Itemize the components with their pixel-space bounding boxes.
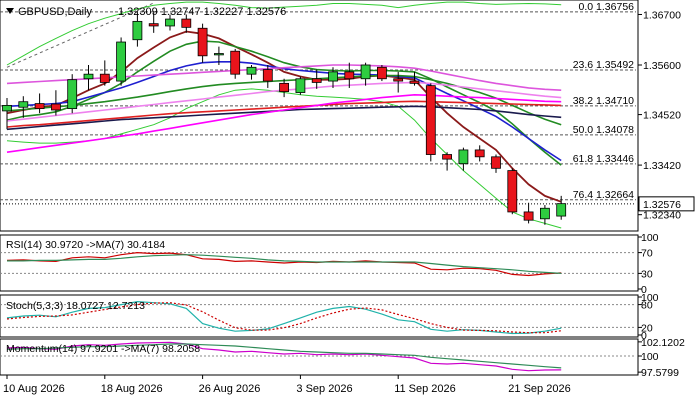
y-tick-label: 1.32340: [643, 210, 681, 222]
y-tick-label: 1.33420: [643, 160, 681, 172]
y-tick-label: 0: [641, 284, 647, 296]
series-line-0: [6, 251, 562, 277]
moving-average-line-ma7: [6, 100, 562, 128]
series-line-1: [6, 343, 562, 369]
candle-body: [2, 104, 12, 112]
main-price-panel: 1.36700 1.35600 1.34520 1.33420 1.32340 0.0 1…: [0, 1, 695, 229]
ohlc-header: 1.32309 1.32747 1.32227 1.32576: [118, 6, 286, 18]
candle-body: [474, 149, 485, 158]
candle-body: [344, 71, 355, 80]
candle-body: [230, 50, 241, 75]
series-line-0: [6, 341, 562, 372]
fib-level-label: 50.0 1.34078: [573, 124, 634, 136]
candle-body: [360, 64, 371, 80]
candle-body: [51, 103, 61, 111]
candle-body: [262, 69, 273, 82]
y-tick-label: 1.36700: [643, 9, 681, 21]
candle-body: [18, 101, 29, 108]
x-tick-label: 10 Aug 2026: [3, 383, 65, 395]
candle-body: [409, 80, 420, 84]
moving-average-line-ma9: [6, 64, 562, 91]
candle-body: [458, 149, 469, 165]
candle-body: [213, 53, 224, 56]
fib-level-label: 23.6 1.35492: [573, 59, 634, 71]
y-tick-label: 97.5799: [641, 367, 679, 379]
x-axis: 10 Aug 2026 18 Aug 2026 26 Aug 2026 3 Sep 2…: [3, 375, 571, 395]
trend-channel-line: [6, 2, 154, 68]
main-chart-title: GBPUSD,Daily: [18, 6, 92, 18]
x-tick-label: 11 Sep 2026: [394, 383, 456, 395]
y-tick-label: 1.35600: [643, 60, 681, 72]
candle-body: [67, 79, 78, 110]
rsi-panel: 100 70 30 0: [0, 232, 659, 296]
candle-body: [491, 156, 501, 169]
x-tick-label: 21 Sep 2026: [508, 383, 570, 395]
candle-body: [540, 207, 550, 220]
candle-body: [34, 103, 45, 110]
candle-body: [295, 78, 306, 93]
y-tick-label: 80: [641, 300, 653, 312]
candle-body: [116, 41, 126, 82]
candle-body: [425, 85, 436, 155]
candle-body: [83, 73, 94, 80]
candle-body: [556, 203, 567, 217]
y-tick-label: 20: [641, 322, 653, 334]
x-tick-label: 3 Sep 2026: [296, 383, 352, 395]
candle-body: [132, 20, 143, 41]
candle-body: [246, 66, 257, 75]
moving-average-line-ma8: [6, 93, 562, 153]
y-tick-label: 1.34520: [643, 110, 681, 122]
candle-body: [376, 66, 387, 80]
x-tick-label: 26 Aug 2026: [199, 383, 261, 395]
y-tick-label: 30: [641, 268, 653, 280]
fib-level-label: 76.4 1.32664: [573, 189, 634, 201]
x-tick-label: 18 Aug 2026: [101, 383, 163, 395]
rsi-title: RSI(14) 30.9720 ->MA(7) 30.4184: [6, 239, 165, 251]
candle-body: [393, 78, 404, 82]
last-price-label: 1.32576: [643, 199, 681, 211]
candle-body: [507, 170, 518, 213]
candle-body: [311, 78, 322, 83]
series-line-1: [6, 302, 562, 334]
candle-body: [148, 23, 159, 27]
candle-body: [279, 82, 290, 93]
fib-level-label: 38.2 1.34710: [573, 95, 634, 107]
candle-body: [523, 211, 534, 221]
moving-average-line-fast: [6, 30, 562, 203]
last-price-marker: [638, 196, 695, 212]
y-tick-label: 100: [641, 292, 659, 304]
y-tick-label: 102.1202: [641, 337, 685, 349]
bollinger-upper-line: [6, 1, 562, 66]
momentum-panel: 102.1202 100 97.5799: [0, 337, 685, 379]
candle-body: [197, 27, 208, 57]
candle-body: [181, 18, 192, 28]
fib-level-label: 0.0 1.36756: [579, 1, 635, 13]
series-line-1: [7, 254, 562, 274]
y-tick-label: 70: [641, 248, 653, 260]
y-tick-label: 100: [641, 351, 659, 363]
y-tick-label: 100: [641, 232, 659, 244]
fib-level-label: 61.8 1.33446: [573, 153, 634, 165]
stoch-panel-frame: [0, 294, 639, 338]
y-tick-label: 0: [641, 330, 647, 342]
candle-body: [99, 73, 110, 83]
candle-body: [165, 18, 175, 27]
candle-body: [442, 154, 453, 160]
momentum-title: Momentum(14) 97.9201 ->MA(7) 98.2058: [6, 343, 200, 355]
collapse-arrow-icon[interactable]: [6, 8, 14, 14]
stoch-title: Stoch(5,3,3) 18.0727 12.7213: [6, 300, 145, 312]
rsi-panel-frame: [0, 234, 639, 292]
candle-body: [328, 71, 338, 82]
